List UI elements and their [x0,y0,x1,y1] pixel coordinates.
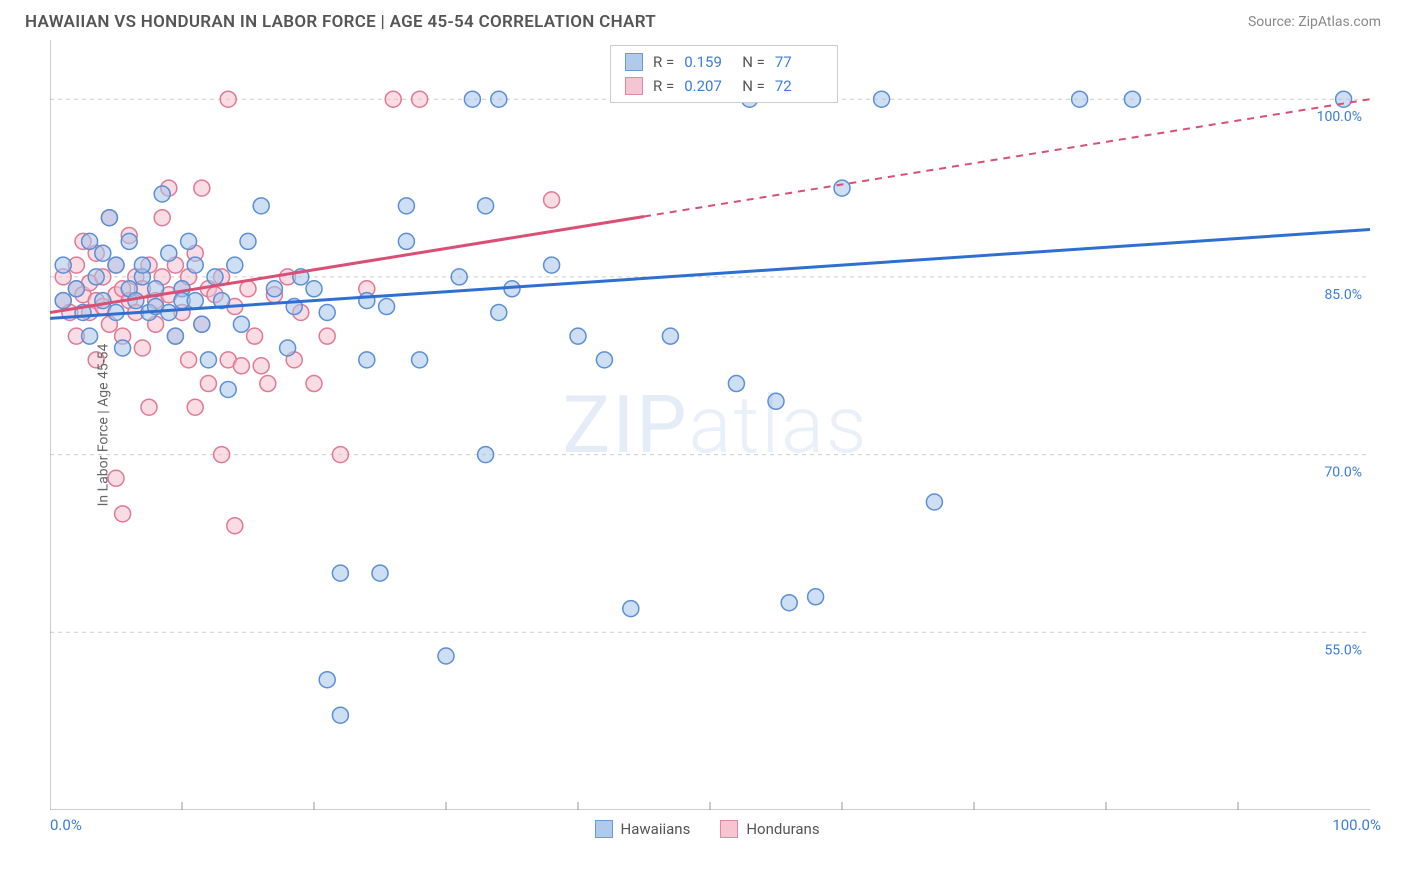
x-min-label: 0.0% [50,816,82,838]
legend-item-hondurans: Hondurans [720,820,819,838]
legend-label-hondurans: Hondurans [746,820,819,838]
stats-row-hawaiians: R = 0.159 N = 77 [611,50,837,74]
scatter-chart: 100.0% 85.0% 70.0% 55.0% [50,40,1370,810]
x-axis-labels: 0.0% Hawaiians Hondurans 100.0% [50,816,1381,838]
svg-text:70.0%: 70.0% [1324,465,1362,481]
bottom-legend: Hawaiians Hondurans [595,820,820,838]
x-max-label: 100.0% [1332,816,1381,838]
stat-n-hawaiians: 77 [775,53,823,71]
stats-legend-box: R = 0.159 N = 77 R = 0.207 N = 72 [610,45,838,103]
y-axis-label: In Labor Force | Age 45-54 [95,344,111,507]
stat-n-label: N = [742,77,765,95]
stat-n-hondurans: 72 [775,77,823,95]
swatch-hawaiians [625,53,643,71]
swatch-hondurans-icon [720,820,738,838]
swatch-hondurans [625,77,643,95]
stats-row-hondurans: R = 0.207 N = 72 [611,74,837,98]
legend-label-hawaiians: Hawaiians [621,820,691,838]
chart-area: In Labor Force | Age 45-54 ZIPatlas 100.… [50,40,1381,810]
chart-header: HAWAIIAN VS HONDURAN IN LABOR FORCE | AG… [0,0,1406,40]
svg-text:100.0%: 100.0% [1317,109,1362,125]
legend-item-hawaiians: Hawaiians [595,820,691,838]
stat-r-label: R = [653,53,674,71]
stat-r-label: R = [653,77,674,95]
swatch-hawaiians-icon [595,820,613,838]
chart-title: HAWAIIAN VS HONDURAN IN LABOR FORCE | AG… [25,12,656,32]
stat-r-hawaiians: 0.159 [684,53,732,71]
svg-text:55.0%: 55.0% [1324,642,1362,658]
stat-r-hondurans: 0.207 [684,77,732,95]
chart-source: Source: ZipAtlas.com [1248,14,1381,30]
stat-n-label: N = [742,53,765,71]
svg-text:85.0%: 85.0% [1324,287,1362,303]
